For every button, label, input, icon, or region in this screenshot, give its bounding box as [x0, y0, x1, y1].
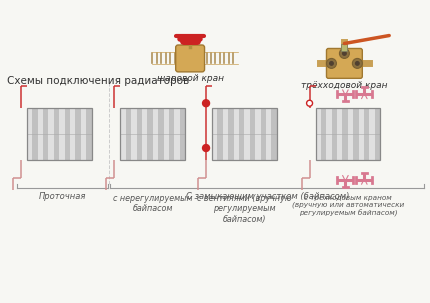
- Bar: [337, 108, 343, 160]
- Bar: [375, 108, 380, 160]
- Bar: [369, 108, 375, 160]
- Bar: [321, 108, 326, 160]
- Text: Схемы подключения радиаторов: Схемы подключения радиаторов: [7, 76, 189, 86]
- Text: трёхходовой кран: трёхходовой кран: [301, 81, 388, 90]
- Bar: [163, 108, 169, 160]
- Bar: [32, 108, 38, 160]
- Bar: [38, 108, 43, 160]
- Bar: [261, 108, 266, 160]
- Circle shape: [203, 100, 209, 107]
- Circle shape: [339, 48, 350, 58]
- Bar: [75, 108, 81, 160]
- Bar: [137, 108, 142, 160]
- Bar: [27, 108, 32, 160]
- FancyBboxPatch shape: [176, 45, 205, 72]
- Text: с вентилями (вручную
регулируемым
байпасом): с вентилями (вручную регулируемым байпас…: [197, 194, 292, 224]
- Circle shape: [326, 58, 336, 68]
- Bar: [212, 108, 218, 160]
- Bar: [120, 108, 185, 160]
- Bar: [271, 108, 277, 160]
- Circle shape: [329, 61, 334, 66]
- Bar: [174, 108, 180, 160]
- Bar: [81, 108, 86, 160]
- Bar: [212, 108, 277, 160]
- Bar: [266, 108, 271, 160]
- Bar: [49, 108, 54, 160]
- Circle shape: [352, 58, 362, 68]
- Bar: [147, 108, 153, 160]
- Bar: [250, 108, 255, 160]
- Bar: [316, 108, 380, 160]
- Circle shape: [203, 145, 209, 152]
- FancyBboxPatch shape: [326, 48, 362, 78]
- Bar: [86, 108, 92, 160]
- Bar: [126, 108, 131, 160]
- Bar: [169, 108, 174, 160]
- Bar: [233, 108, 239, 160]
- Text: шаровой кран: шаровой кран: [157, 74, 224, 83]
- Bar: [343, 108, 348, 160]
- Text: с нерегулируемым
байпасом: с нерегулируемым байпасом: [113, 194, 193, 213]
- Bar: [180, 108, 185, 160]
- Bar: [359, 108, 364, 160]
- Bar: [244, 108, 250, 160]
- Bar: [316, 108, 321, 160]
- Bar: [218, 108, 223, 160]
- Bar: [353, 108, 359, 160]
- Bar: [332, 108, 337, 160]
- Circle shape: [307, 100, 313, 106]
- Bar: [120, 108, 126, 160]
- Bar: [228, 108, 233, 160]
- Bar: [64, 108, 70, 160]
- Bar: [70, 108, 75, 160]
- Text: с трёхходовым краном
(вручную или автоматически
регулируемым байпасом): с трёхходовым краном (вручную или автома…: [292, 194, 404, 217]
- Bar: [326, 108, 332, 160]
- Bar: [364, 108, 369, 160]
- Bar: [142, 108, 147, 160]
- Text: С замыкающим участком (байпасом): С замыкающим участком (байпасом): [186, 192, 349, 201]
- Bar: [43, 108, 49, 160]
- Bar: [255, 108, 261, 160]
- Bar: [59, 108, 64, 160]
- Bar: [348, 108, 353, 160]
- Text: Проточная: Проточная: [39, 192, 86, 201]
- Bar: [341, 45, 347, 52]
- Bar: [131, 108, 137, 160]
- Circle shape: [355, 61, 360, 66]
- Circle shape: [342, 51, 347, 56]
- Bar: [158, 108, 163, 160]
- Bar: [239, 108, 244, 160]
- Bar: [54, 108, 59, 160]
- Bar: [223, 108, 228, 160]
- Bar: [153, 108, 158, 160]
- Bar: [27, 108, 92, 160]
